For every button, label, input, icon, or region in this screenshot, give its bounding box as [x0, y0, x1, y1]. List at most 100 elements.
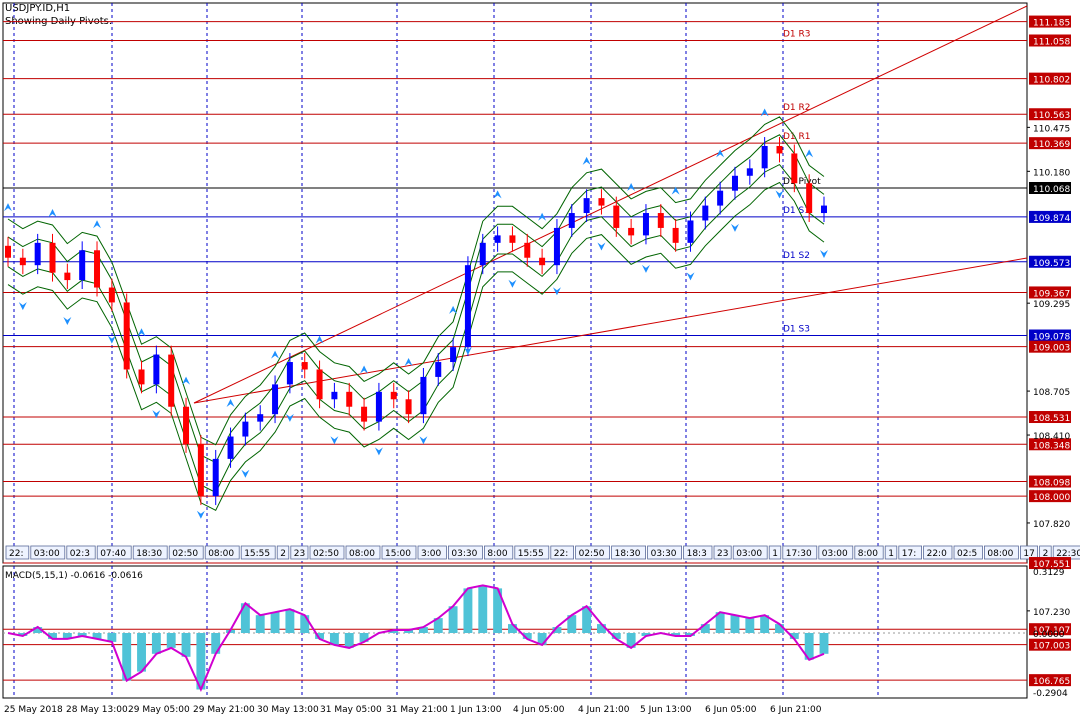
event-labels: 22: 03:00 02:3 07:40 18:30 02:50 08:00 15:55 2 23…: [5, 545, 1080, 560]
price-tick-label: 110.180: [1033, 168, 1070, 178]
event-marker: [276, 545, 290, 560]
price-tag-label: 107.551: [1033, 560, 1070, 570]
candle-body: [791, 153, 798, 184]
candle-body: [49, 242, 56, 273]
event-label: 18:3: [687, 549, 707, 559]
event-marker: [483, 545, 514, 560]
candle-body: [509, 235, 516, 243]
macd-frame: [2, 565, 1028, 699]
time-axis-label: 6 Jun 21:00: [770, 705, 822, 715]
price-tag-label: 108.531: [1033, 414, 1070, 424]
price-tag: [1029, 557, 1071, 570]
macd-panel: MACD(5,15,1) -0.0616 -0.0616 0.3129 0.0000…: [3, 568, 1068, 699]
price-tag: [1029, 490, 1071, 503]
candle-body: [731, 175, 738, 191]
event-marker: [984, 545, 1019, 560]
price-tag-label: 110.563: [1033, 111, 1070, 121]
event-label: 1: [772, 549, 778, 559]
fractal-up-marker: [315, 335, 324, 344]
price-tag-label: 109.874: [1033, 214, 1070, 224]
candle-body: [19, 257, 26, 266]
event-label: 22:: [9, 549, 23, 559]
candle-body: [435, 362, 442, 377]
fractal-up-marker: [449, 305, 458, 314]
fractal-up-marker: [182, 376, 191, 385]
price-tag: [1029, 438, 1071, 451]
price-tag-label: 109.003: [1033, 344, 1070, 354]
candle-body: [642, 213, 649, 236]
event-marker: [447, 545, 483, 560]
candle-body: [79, 250, 86, 281]
event-marker: [854, 545, 884, 560]
fractal-down-marker: [730, 223, 739, 232]
event-label: 17: [1023, 549, 1034, 559]
event-label: 18:30: [615, 549, 641, 559]
price-tag-label: 109.367: [1033, 289, 1070, 299]
price-tag-label: 108.000: [1033, 493, 1070, 503]
fractal-up-marker: [493, 190, 502, 199]
price-tag-label: 110.802: [1033, 76, 1070, 86]
fractal-down-marker: [63, 317, 72, 326]
event-marker: [168, 545, 204, 560]
candle-body: [183, 406, 190, 444]
event-label: 02:50: [313, 549, 339, 559]
lower-trend-line: [193, 257, 1028, 404]
event-marker: [30, 545, 66, 560]
event-label: 22:: [554, 549, 568, 559]
price-tag-label: 108.098: [1033, 479, 1070, 489]
event-label: 2: [280, 549, 286, 559]
price-tag: [1029, 475, 1071, 488]
candle-body: [539, 257, 546, 266]
bollinger-band-line: [7, 116, 825, 446]
fractal-down-marker: [419, 436, 428, 445]
fractal-up-marker: [137, 328, 146, 337]
price-tag: [1029, 255, 1071, 268]
bollinger-band-line: [7, 134, 825, 464]
price-tag-label: 111.185: [1033, 19, 1070, 29]
candle-body: [657, 213, 664, 228]
price-tag: [1029, 182, 1071, 194]
time-axis: 25 May 2018 28 May 13:00 29 May 05:00 29 Ma…: [4, 705, 822, 715]
event-label: 15:55: [518, 549, 544, 559]
fractal-up-marker: [4, 203, 12, 212]
candle-body: [494, 235, 501, 243]
event-marker: [953, 545, 983, 560]
event-marker: [290, 545, 309, 560]
event-marker: [204, 545, 240, 560]
candle-body: [123, 302, 130, 370]
price-tick-label: 107.820: [1033, 520, 1070, 530]
event-marker: [818, 545, 854, 560]
candle-body: [776, 145, 783, 154]
candle-body: [316, 369, 323, 400]
time-axis-label: 4 Jun 05:00: [513, 705, 565, 715]
candle-body: [821, 205, 827, 214]
fractal-down-marker: [241, 469, 250, 478]
time-axis-label: 30 May 13:00: [257, 705, 319, 715]
price-tag-label: 111.058: [1033, 37, 1070, 47]
time-axis-label: 4 Jun 21:00: [578, 705, 630, 715]
event-label: 22:0: [927, 549, 947, 559]
level-label: D1 S3: [783, 325, 810, 335]
time-axis-label: 25 May 2018: [4, 705, 63, 715]
candle-body: [346, 391, 353, 407]
candle-body: [420, 376, 427, 415]
fractal-down-marker: [463, 346, 472, 355]
event-label: 02:3: [70, 549, 90, 559]
event-marker: [923, 545, 953, 560]
candle-body: [687, 220, 694, 243]
event-label: 23: [717, 549, 728, 559]
fractal-up-marker: [582, 156, 591, 165]
level-label: D1 R3: [783, 29, 811, 39]
event-marker: [5, 545, 30, 560]
event-label: 23: [294, 549, 305, 559]
upper-trend-line: [193, 5, 1028, 404]
price-axis: 111.395111.185111.058110.802110.563110.3…: [1027, 15, 1071, 687]
fractal-down-marker: [552, 287, 561, 296]
event-label: 08:00: [208, 549, 234, 559]
time-axis-label: 31 May 05:00: [320, 705, 382, 715]
event-marker: [647, 545, 682, 560]
level-label: D1 R2: [783, 103, 811, 113]
candle-body: [761, 145, 768, 169]
price-tag-label: 106.765: [1033, 677, 1070, 687]
